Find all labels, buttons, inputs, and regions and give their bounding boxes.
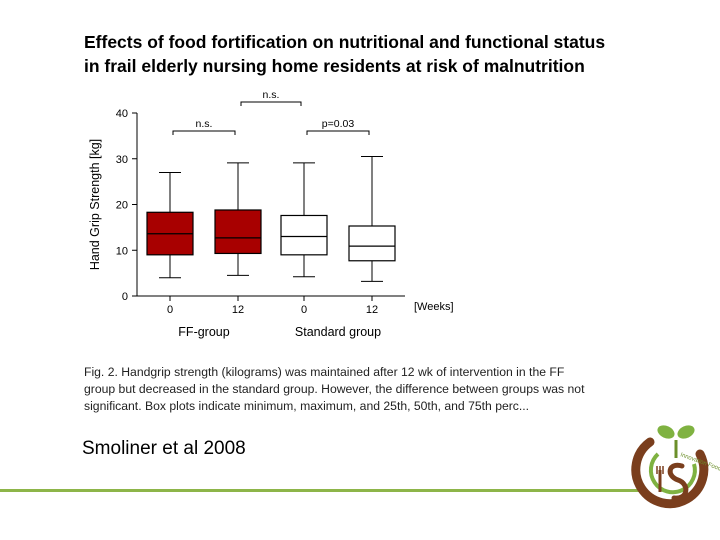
- group-label: Standard group: [295, 325, 381, 339]
- slide-title-line-1: Effects of food fortification on nutriti…: [84, 32, 606, 52]
- significance-bracket: [240, 101, 302, 106]
- box-iqr: [280, 214, 328, 256]
- footer-divider: [0, 489, 640, 492]
- figure-caption: Fig. 2. Handgrip strength (kilograms) wa…: [84, 364, 674, 415]
- leaf-sprout-logo-icon: Innovation Food Nutrition: [631, 425, 720, 509]
- citation: Smoliner et al 2008: [82, 438, 246, 459]
- y-tick-label: 30: [116, 154, 128, 166]
- caption-line-1: Fig. 2. Handgrip strength (kilograms) wa…: [84, 365, 565, 379]
- box-iqr: [348, 225, 396, 262]
- y-tick-label: 0: [122, 291, 128, 303]
- y-tick-label: 20: [116, 200, 128, 212]
- box-iqr: [214, 209, 262, 255]
- x-tick-label: 12: [232, 304, 244, 316]
- box-plot-chart: 0 10 20 30 40 Hand Grip Strength [kg] 0 12 0 12 [W…: [88, 89, 454, 339]
- group-label: FF-group: [178, 325, 229, 339]
- caption-line-3: significant. Box plots indicate minimum,…: [84, 399, 530, 413]
- significance-label: p=0.03: [322, 118, 355, 130]
- y-tick-label: 40: [116, 108, 128, 120]
- x-tick-label: 12: [366, 304, 378, 316]
- x-unit-label: [Weeks]: [414, 301, 454, 313]
- y-tick-label: 10: [116, 245, 128, 257]
- significance-bracket: [172, 130, 236, 135]
- significance-label: n.s.: [196, 118, 213, 130]
- slide-title-line-2: in frail elderly nursing home residents …: [84, 56, 585, 76]
- x-tick-label: 0: [167, 304, 173, 316]
- significance-label: n.s.: [263, 89, 280, 101]
- caption-line-2: group but decreased in the standard grou…: [84, 382, 585, 396]
- slide-title: Effects of food fortification on nutriti…: [84, 30, 704, 78]
- significance-bracket: [306, 130, 370, 135]
- x-tick-label: 0: [301, 304, 307, 316]
- y-axis-label: Hand Grip Strength [kg]: [88, 139, 102, 270]
